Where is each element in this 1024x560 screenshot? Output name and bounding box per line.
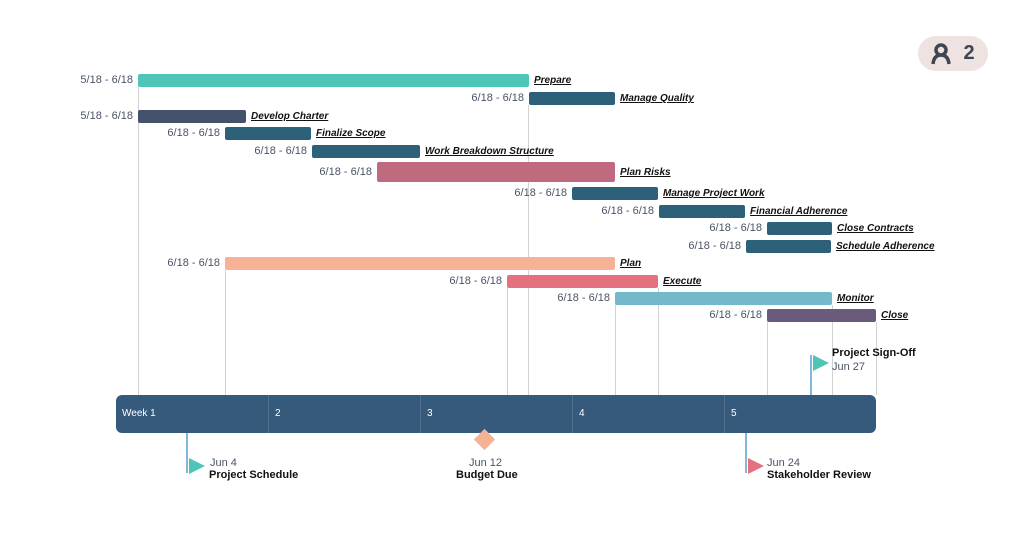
task-dates: 6/18 - 6/18 — [471, 92, 524, 104]
task-dates: 6/18 - 6/18 — [254, 145, 307, 157]
task-bar[interactable] — [507, 275, 658, 288]
task-name-link[interactable]: Plan Risks — [620, 166, 671, 178]
collaborator-count: 2 — [963, 42, 975, 64]
task-name-link[interactable]: Finalize Scope — [316, 128, 386, 139]
task-dates: 6/18 - 6/18 — [601, 205, 654, 217]
milestone-date: Jun 27 — [832, 361, 866, 373]
task-bar[interactable] — [225, 127, 311, 140]
gridline — [832, 305, 833, 395]
gridline — [528, 105, 529, 395]
timeline-axis: Week 1 2 3 4 5 — [116, 395, 876, 433]
gridline — [767, 322, 768, 395]
task-dates: 6/18 - 6/18 — [319, 165, 372, 178]
milestone-name: Stakeholder Review — [767, 469, 871, 481]
gridline — [658, 288, 659, 395]
task-name-link[interactable]: Develop Charter — [251, 111, 329, 122]
task-name-link[interactable]: Schedule Adherence — [836, 241, 935, 252]
task-dates: 6/18 - 6/18 — [709, 222, 762, 234]
task-bar[interactable] — [572, 187, 658, 200]
week-1: Week 1 — [122, 408, 156, 419]
task-dates: 6/18 - 6/18 — [514, 187, 567, 199]
flag-icon — [189, 458, 205, 474]
task-bar[interactable] — [767, 222, 832, 235]
task-bar[interactable] — [225, 257, 615, 270]
task-bar[interactable] — [138, 74, 529, 87]
task-dates: 6/18 - 6/18 — [167, 127, 220, 139]
week-2: 2 — [268, 395, 281, 433]
gridline — [507, 288, 508, 395]
collaborators-badge[interactable]: 2 — [918, 36, 988, 71]
task-dates: 6/18 - 6/18 — [167, 257, 220, 269]
task-bar[interactable] — [659, 205, 745, 218]
task-dates: 6/18 - 6/18 — [449, 275, 502, 287]
week-3: 3 — [420, 395, 433, 433]
task-dates: 6/18 - 6/18 — [557, 292, 610, 304]
task-bar[interactable] — [767, 309, 876, 322]
task-name-link[interactable]: Manage Quality — [620, 93, 694, 104]
task-name-link[interactable]: Close Contracts — [837, 223, 914, 234]
task-bar[interactable] — [529, 92, 615, 105]
task-dates: 5/18 - 6/18 — [80, 74, 133, 86]
gridline — [615, 305, 616, 395]
task-dates: 6/18 - 6/18 — [688, 240, 741, 252]
milestone-pin — [810, 355, 812, 395]
task-bar[interactable] — [312, 145, 420, 158]
task-bar[interactable] — [746, 240, 831, 253]
milestone-date: Jun 24 — [767, 457, 801, 469]
milestone-pin — [186, 433, 188, 473]
week-4: 4 — [572, 395, 585, 433]
task-dates: 5/18 - 6/18 — [80, 110, 133, 122]
task-name-link[interactable]: Monitor — [837, 293, 874, 304]
gridline — [138, 87, 139, 395]
flag-icon — [748, 458, 764, 474]
task-bar[interactable] — [615, 292, 832, 305]
task-dates: 6/18 - 6/18 — [709, 309, 762, 321]
milestone-date: Jun 12 — [469, 457, 503, 469]
milestone-name: Budget Due — [456, 469, 518, 481]
milestone-name: Project Sign-Off — [832, 347, 916, 359]
task-bar[interactable] — [138, 110, 246, 123]
task-name-link[interactable]: Close — [881, 310, 909, 321]
task-name-link[interactable]: Execute — [663, 276, 702, 287]
gridline — [876, 322, 877, 395]
task-bar[interactable] — [377, 162, 615, 182]
task-name-link[interactable]: Financial Adherence — [750, 206, 848, 217]
milestone-pin — [745, 433, 747, 473]
user-icon — [931, 42, 952, 64]
flag-icon — [813, 355, 829, 371]
milestone-name: Project Schedule — [209, 469, 299, 481]
week-5: 5 — [724, 395, 737, 433]
task-name-link[interactable]: Prepare — [534, 75, 572, 86]
gridline — [225, 270, 226, 395]
milestone-date: Jun 4 — [210, 457, 237, 469]
task-name-link[interactable]: Manage Project Work — [663, 188, 765, 199]
task-name-link[interactable]: Plan — [620, 258, 642, 269]
task-name-link[interactable]: Work Breakdown Structure — [425, 146, 554, 157]
